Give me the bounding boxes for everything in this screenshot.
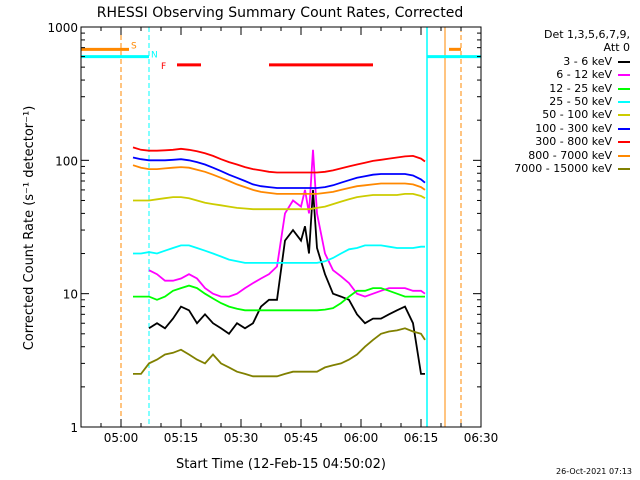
- legend-label-6: 300 - 800 keV: [535, 135, 612, 149]
- x-axis-label: Start Time (12-Feb-15 04:50:02): [176, 457, 386, 472]
- legend-swatch-0: [618, 60, 630, 63]
- x-tick-label-0: 05:00: [104, 431, 139, 445]
- legend-label-7: 800 - 7000 keV: [528, 148, 612, 162]
- legend-swatch-6: [618, 141, 630, 144]
- y-tick-label-2: 100: [55, 154, 78, 168]
- legend-entry-5: 100 - 300 keV: [480, 122, 630, 135]
- series-line-0: [148, 189, 425, 375]
- series-group: [132, 146, 426, 378]
- series-line-6: [132, 146, 426, 174]
- legend-swatch-1: [618, 74, 630, 77]
- x-tick-label-4: 06:00: [344, 431, 379, 445]
- x-tick-label-1: 05:15: [164, 431, 199, 445]
- legend-header-line-1: Det 1,3,5,6,7,9,: [543, 28, 630, 41]
- legend-label-5: 100 - 300 keV: [535, 121, 612, 135]
- series-line-7: [132, 164, 426, 195]
- series-line-2: [133, 284, 425, 312]
- y-tick-label-0: 1: [70, 421, 78, 435]
- legend: Det 1,3,5,6,7,9, Att 0 3 - 6 keV 6 - 12 k…: [480, 28, 630, 175]
- legend-label-3: 25 - 50 keV: [549, 94, 612, 108]
- legend-swatch-8: [618, 167, 630, 170]
- legend-swatch-7: [618, 154, 630, 157]
- x-tick-label-3: 05:45: [284, 431, 319, 445]
- legend-swatch-5: [618, 127, 630, 130]
- timestamp: 26-Oct-2021 07:13: [556, 467, 632, 476]
- legend-swatch-3: [618, 100, 630, 103]
- legend-label-0: 3 - 6 keV: [563, 54, 612, 68]
- x-tick-label-6: 06:30: [464, 431, 499, 445]
- series-line-5: [132, 156, 426, 189]
- legend-label-2: 12 - 25 keV: [549, 81, 612, 95]
- plot-frame: [80, 26, 482, 428]
- y-tick-label-3: 1000: [47, 21, 78, 35]
- legend-swatch-2: [618, 87, 630, 90]
- saa-flag-label: S: [131, 41, 137, 51]
- chart-title: RHESSI Observing Summary Count Rates, Co…: [97, 5, 463, 21]
- legend-entry-6: 300 - 800 keV: [480, 135, 630, 148]
- night-flag-label: N: [151, 51, 158, 61]
- legend-entry-4: 50 - 100 keV: [480, 108, 630, 121]
- legend-entry-2: 12 - 25 keV: [480, 82, 630, 95]
- legend-entry-3: 25 - 50 keV: [480, 95, 630, 108]
- legend-entry-0: 3 - 6 keV: [480, 55, 630, 68]
- axis-ticks: 05:00 05:15 05:30 05:45 06:00 06:15 06:30 1 10 10…: [47, 21, 498, 445]
- legend-label-1: 6 - 12 keV: [556, 68, 612, 82]
- x-tick-label-5: 06:15: [404, 431, 439, 445]
- x-tick-label-2: 05:30: [224, 431, 259, 445]
- legend-entry-8: 7000 - 15000 keV: [480, 162, 630, 175]
- legend-header-line-2: Att 0: [603, 41, 630, 55]
- legend-entry-7: 800 - 7000 keV: [480, 149, 630, 162]
- series-line-8: [133, 327, 426, 378]
- legend-label-4: 50 - 100 keV: [542, 108, 612, 122]
- series-line-4: [133, 192, 426, 211]
- legend-swatch-4: [618, 114, 630, 117]
- flag-bars: S NF: [81, 27, 481, 427]
- y-tick-label-1: 10: [63, 288, 78, 302]
- flare-flag-label: F: [161, 62, 166, 72]
- legend-label-8: 7000 - 15000 keV: [514, 161, 612, 175]
- series-line-3: [133, 244, 425, 264]
- series-line-1: [148, 149, 426, 298]
- y-axis-label: Corrected Count Rate (s⁻¹ detector⁻¹): [22, 106, 37, 351]
- legend-entries: 3 - 6 keV 6 - 12 keV 12 - 25 keV 25 - 50 ke…: [480, 55, 630, 176]
- legend-entry-1: 6 - 12 keV: [480, 68, 630, 81]
